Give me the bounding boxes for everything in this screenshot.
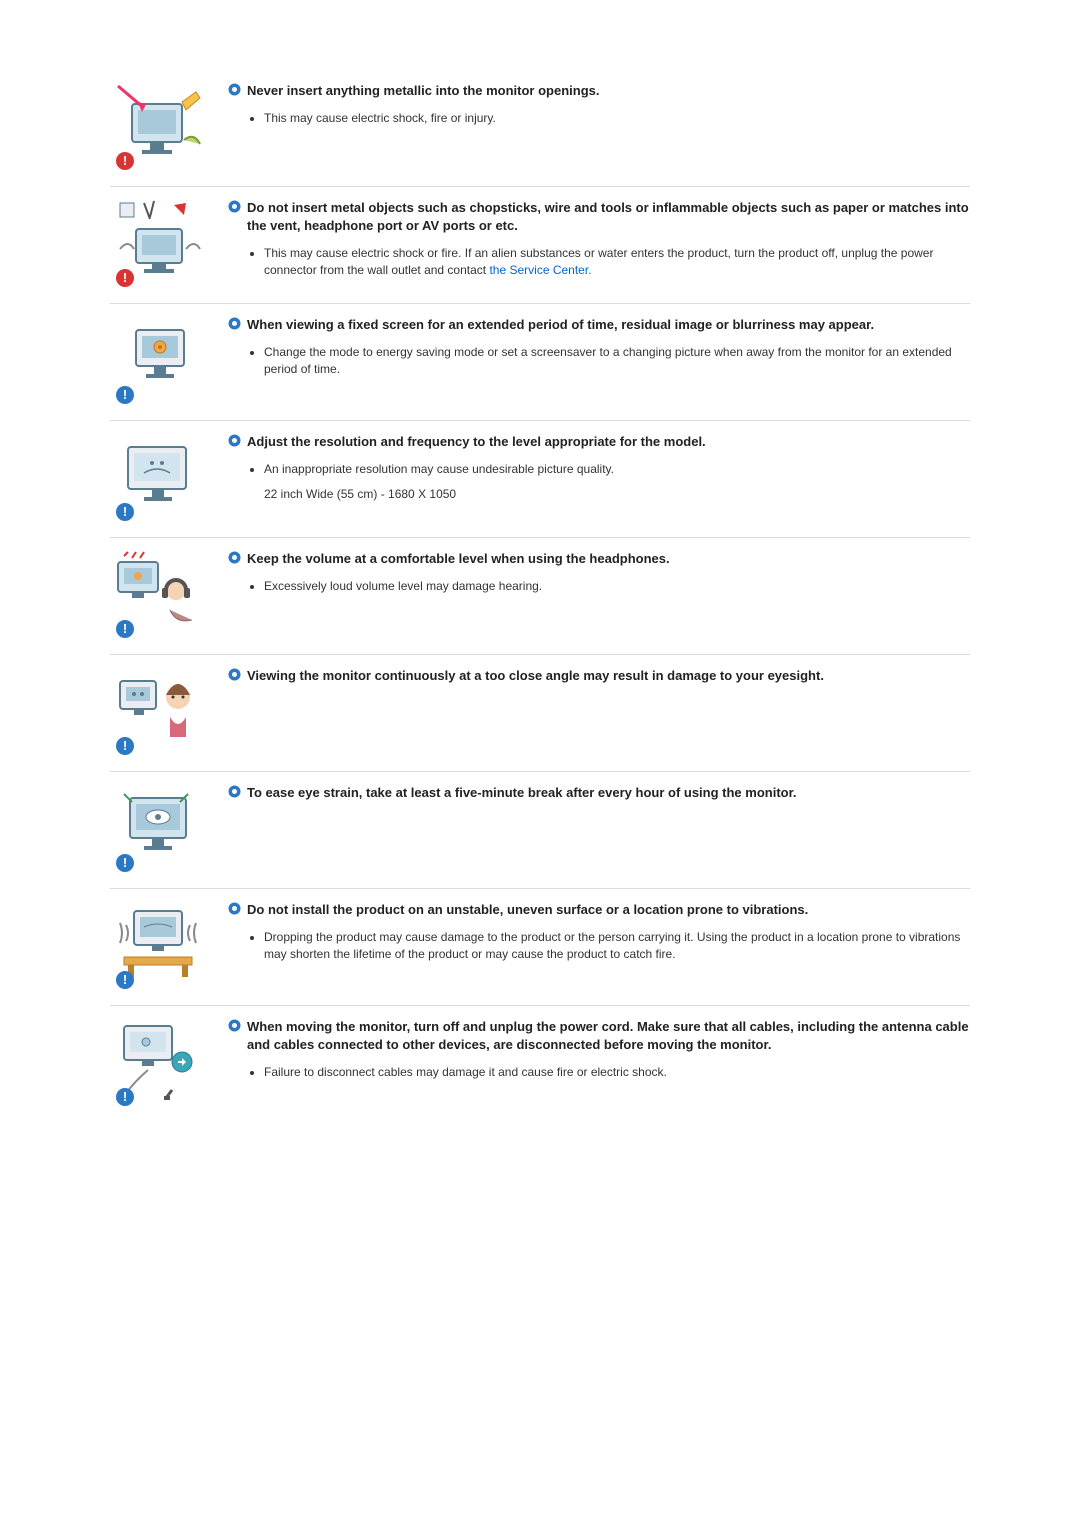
resolution-spec: 22 inch Wide (55 cm) - 1680 X 1050 [264, 486, 970, 503]
bullet-icon [228, 668, 241, 681]
warning-badge-icon: ! [116, 269, 134, 287]
safety-bullet: Failure to disconnect cables may damage … [264, 1064, 970, 1081]
info-badge-icon: ! [116, 971, 134, 989]
safety-bullet-text: This may cause electric shock or fire. I… [264, 246, 933, 277]
safety-content: Adjust the resolution and frequency to t… [228, 433, 970, 503]
illustration-resolution: ! [110, 433, 210, 519]
safety-content: To ease eye strain, take at least a five… [228, 784, 970, 812]
safety-heading: To ease eye strain, take at least a five… [247, 784, 797, 802]
illustration-insert-objects: ! [110, 199, 210, 285]
safety-content: Never insert anything metallic into the … [228, 82, 970, 133]
safety-content: When viewing a fixed screen for an exten… [228, 316, 970, 384]
info-badge-icon: ! [116, 854, 134, 872]
safety-content: Do not insert metal objects such as chop… [228, 199, 970, 285]
bullet-icon [228, 200, 241, 213]
safety-bullet: An inappropriate resolution may cause un… [264, 461, 970, 478]
safety-item: ! When moving the monitor, turn off and … [110, 1006, 970, 1122]
safety-heading: Never insert anything metallic into the … [247, 82, 600, 100]
bullet-icon [228, 1019, 241, 1032]
safety-heading: When moving the monitor, turn off and un… [247, 1018, 970, 1054]
safety-heading: Adjust the resolution and frequency to t… [247, 433, 706, 451]
safety-heading: Do not install the product on an unstabl… [247, 901, 808, 919]
info-badge-icon: ! [116, 386, 134, 404]
safety-heading: Do not insert metal objects such as chop… [247, 199, 970, 235]
safety-content: Keep the volume at a comfortable level w… [228, 550, 970, 601]
safety-bullet-list: Change the mode to energy saving mode or… [264, 344, 970, 378]
safety-bullet-list: Dropping the product may cause damage to… [264, 929, 970, 963]
info-badge-icon: ! [116, 620, 134, 638]
safety-bullet-list: This may cause electric shock, fire or i… [264, 110, 970, 127]
bullet-icon [228, 83, 241, 96]
safety-bullet: This may cause electric shock, fire or i… [264, 110, 970, 127]
safety-heading: Keep the volume at a comfortable level w… [247, 550, 670, 568]
safety-item: ! Viewing the monitor continuously at a … [110, 655, 970, 772]
safety-content: Viewing the monitor continuously at a to… [228, 667, 970, 695]
bullet-icon [228, 902, 241, 915]
bullet-icon [228, 317, 241, 330]
illustration-close-view: ! [110, 667, 210, 753]
safety-bullet-list: This may cause electric shock or fire. I… [264, 245, 970, 279]
safety-bullet: Dropping the product may cause damage to… [264, 929, 970, 963]
safety-item: ! When viewing a fixed screen for an ext… [110, 304, 970, 421]
warning-badge-icon: ! [116, 152, 134, 170]
illustration-moving: ! [110, 1018, 210, 1104]
safety-item: ! Do not insert metal objects such as ch… [110, 187, 970, 304]
safety-content: Do not install the product on an unstabl… [228, 901, 970, 969]
illustration-insert-metallic: ! [110, 82, 210, 168]
safety-bullet: Excessively loud volume level may damage… [264, 578, 970, 595]
safety-instructions-page: ! Never insert anything metallic into th… [0, 0, 1080, 1162]
bullet-icon [228, 551, 241, 564]
bullet-icon [228, 785, 241, 798]
service-center-link[interactable]: the Service Center. [489, 263, 591, 277]
bullet-icon [228, 434, 241, 447]
info-badge-icon: ! [116, 1088, 134, 1106]
safety-heading: Viewing the monitor continuously at a to… [247, 667, 824, 685]
illustration-fixed-screen: ! [110, 316, 210, 402]
safety-heading: When viewing a fixed screen for an exten… [247, 316, 874, 334]
safety-item: ! Do not install the product on an unsta… [110, 889, 970, 1006]
safety-item: ! Never insert anything metallic into th… [110, 70, 970, 187]
safety-bullet: Change the mode to energy saving mode or… [264, 344, 970, 378]
safety-content: When moving the monitor, turn off and un… [228, 1018, 970, 1087]
safety-bullet-list: An inappropriate resolution may cause un… [264, 461, 970, 478]
info-badge-icon: ! [116, 737, 134, 755]
illustration-unstable: ! [110, 901, 210, 987]
info-badge-icon: ! [116, 503, 134, 521]
safety-bullet-list: Excessively loud volume level may damage… [264, 578, 970, 595]
illustration-eye-strain: ! [110, 784, 210, 870]
safety-bullet: This may cause electric shock or fire. I… [264, 245, 970, 279]
safety-item: ! To ease eye strain, take at least a fi… [110, 772, 970, 889]
illustration-headphones: ! [110, 550, 210, 636]
safety-item: ! Adjust the resolution and frequency to… [110, 421, 970, 538]
safety-bullet-list: Failure to disconnect cables may damage … [264, 1064, 970, 1081]
safety-item: ! Keep the volume at a comfortable level… [110, 538, 970, 655]
